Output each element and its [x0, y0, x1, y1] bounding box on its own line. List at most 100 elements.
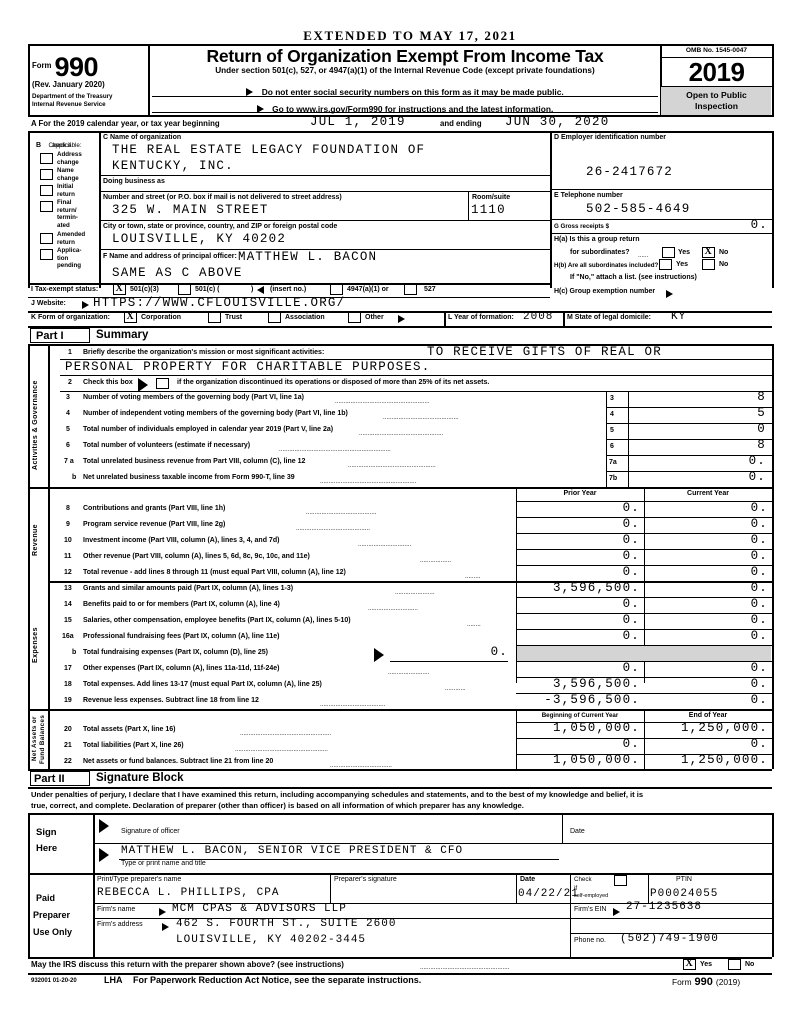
preparer-signature-label: Preparer's signature — [334, 876, 397, 883]
label-insert-no: (insert no.) — [270, 286, 307, 293]
checkbox-527[interactable] — [404, 284, 417, 295]
line-7a-number: 7 a — [64, 458, 74, 465]
label-other-org: Other — [365, 314, 384, 321]
city-value[interactable]: LOUISVILLE, KY 40202 — [112, 232, 287, 246]
line-3-label: Number of voting members of the governin… — [83, 394, 304, 401]
other-org-triangle-icon — [398, 315, 405, 323]
checkbox-ha-yes[interactable] — [662, 247, 675, 258]
checkbox-discuss-yes[interactable] — [683, 958, 696, 970]
checkbox-line-2[interactable] — [156, 378, 169, 389]
line-6-box-number: 6 — [610, 443, 614, 450]
signature-date-label: Date — [570, 828, 585, 835]
line-7b-label: Net unrelated business taxable income fr… — [83, 474, 295, 481]
checkbox-amended-return[interactable] — [40, 233, 53, 244]
line-20-end: 1,250,000. — [680, 721, 768, 735]
checkbox-501c3[interactable] — [113, 283, 126, 295]
line-7b-box-number: 7b — [609, 475, 618, 482]
ptin-value: P00024055 — [650, 888, 719, 900]
line-12-prior: 0. — [622, 565, 640, 579]
form-bullet-1: Do not enter social security numbers on … — [261, 87, 564, 97]
line-15-prior: 0. — [622, 613, 640, 627]
principal-officer-address: SAME AS C ABOVE — [112, 266, 243, 280]
line-13-label: Grants and similar amounts paid (Part IX… — [83, 585, 294, 592]
preparer-date-label: Date — [520, 876, 536, 883]
checkbox-501c[interactable] — [178, 284, 191, 295]
checkbox-association[interactable] — [268, 312, 281, 323]
checkbox-trust[interactable] — [208, 312, 221, 323]
signature-triangle-icon-2 — [99, 848, 109, 862]
line-l-label: L Year of formation: — [448, 314, 514, 321]
firm-address-line1: 462 S. FOURTH ST., SUITE 2600 — [176, 918, 397, 930]
checkbox-4947a1[interactable] — [330, 284, 343, 295]
checkbox-self-employed[interactable] — [614, 875, 627, 886]
footer-paperwork: For Paperwork Reduction Act Notice, see … — [133, 975, 422, 985]
checkbox-name-change[interactable] — [40, 169, 53, 180]
checkbox-ha-no[interactable] — [702, 246, 715, 258]
room-suite-value[interactable]: 1110 — [471, 203, 506, 217]
checkbox-application-pending[interactable] — [40, 249, 53, 260]
checkbox-corporation[interactable] — [124, 311, 137, 323]
checkbox-initial-return[interactable] — [40, 185, 53, 196]
line-2-label-a: Check this box — [83, 379, 133, 386]
label-association: Association — [285, 314, 325, 321]
checkbox-hb-yes[interactable] — [659, 259, 672, 270]
line-22-end: 1,250,000. — [680, 753, 768, 767]
checkbox-address-change[interactable] — [40, 153, 53, 164]
line-15-current: 0. — [750, 613, 768, 627]
footer-lha: LHA — [104, 975, 123, 985]
line-3-box-number: 3 — [610, 395, 614, 402]
line-9-current: 0. — [750, 517, 768, 531]
ein-value: 26-2417672 — [586, 165, 674, 179]
line-19-number: 19 — [64, 697, 72, 704]
line-3-number: 3 — [66, 394, 70, 401]
bullet-triangle-icon — [246, 88, 254, 96]
form-identity-block: Form 990 — [32, 52, 144, 83]
firm-ein-triangle-icon — [613, 908, 620, 916]
checkbox-discuss-no[interactable] — [728, 959, 741, 970]
firm-name-triangle-icon — [159, 908, 166, 916]
dba-label: Doing business as — [103, 178, 165, 185]
open-to-public-line1: Open to Public — [686, 90, 747, 100]
line-b-applicable: applicable: — [52, 142, 82, 149]
line-8-label: Contributions and grants (Part VIII, lin… — [83, 505, 226, 512]
line-18-label: Total expenses. Add lines 13-17 (must eq… — [83, 681, 322, 688]
firm-name-label: Firm's name — [97, 906, 136, 913]
label-501c-close: ) — [251, 286, 254, 293]
org-name-line2: KENTUCKY, INC. — [112, 159, 234, 173]
col-header-current-year: Current Year — [687, 490, 729, 497]
form-dept-line2: Internal Revenue Service — [32, 101, 106, 108]
line-10-prior: 0. — [622, 533, 640, 547]
line-g-label: G Gross receipts $ — [554, 223, 610, 230]
type-print-label: Type or print name and title — [121, 860, 206, 867]
label-trust: Trust — [225, 314, 243, 321]
line-21-number: 21 — [64, 742, 72, 749]
org-name-line1: THE REAL ESTATE LEGACY FOUNDATION OF — [112, 143, 426, 157]
line-13-current: 0. — [750, 581, 768, 595]
line-5-number: 5 — [66, 426, 70, 433]
checkbox-hb-no[interactable] — [702, 259, 715, 270]
line-2-number: 2 — [68, 379, 72, 386]
form-bullet-2-row: Go to www.irs.gov/Form990 for instructio… — [152, 99, 658, 117]
website-value[interactable]: HTTPS://WWW.CFLOUISVILLE.ORG/ — [93, 296, 346, 310]
extended-note: EXTENDED TO MAY 17, 2021 — [303, 28, 517, 43]
line-20-label: Total assets (Part X, line 16) — [83, 726, 176, 733]
line-11-current: 0. — [750, 549, 768, 563]
line-l-value: 2008 — [523, 311, 554, 323]
label-final-return: Final return/termin-ated — [57, 199, 78, 229]
line-b-label: B — [36, 142, 42, 149]
line-f-label: F Name and address of principal officer: — [103, 253, 237, 260]
checkbox-final-return[interactable] — [40, 201, 53, 212]
firm-phone-value: (502)749-1900 — [620, 933, 719, 945]
mission-line-1: TO RECEIVE GIFTS OF REAL OR — [427, 345, 662, 359]
signature-triangle-icon-1 — [99, 819, 109, 833]
part1-title: Summary — [96, 329, 149, 341]
line-8-number: 8 — [66, 505, 70, 512]
officer-typed-name: MATTHEW L. BACON, SENIOR VICE PRESIDENT … — [121, 845, 464, 857]
street-value[interactable]: 325 W. MAIN STREET — [112, 203, 269, 217]
line-12-current: 0. — [750, 565, 768, 579]
paid-label-1: Paid — [36, 893, 56, 903]
checkbox-other-org[interactable] — [348, 312, 361, 323]
side-label-revenue: Revenue — [32, 524, 39, 556]
line-9-label: Program service revenue (Part VIII, line… — [83, 521, 226, 528]
